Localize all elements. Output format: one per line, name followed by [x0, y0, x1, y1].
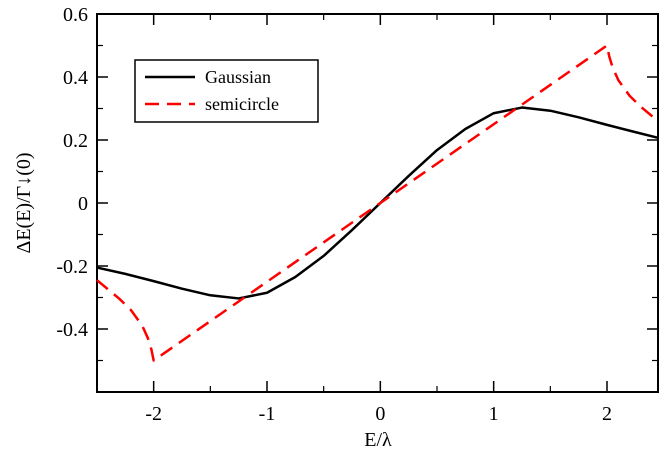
series-line-gaussian: [96, 106, 659, 300]
y-tick-label: 0.2: [63, 130, 88, 152]
y-tick-label: -0.4: [56, 319, 88, 341]
y-tick-label: 0.4: [63, 67, 88, 89]
legend: Gaussian semicircle: [134, 59, 319, 123]
x-tick-label: 1: [489, 403, 499, 425]
x-axis-title: E/λ: [364, 429, 392, 451]
legend-box: [134, 59, 319, 123]
y-tick-label: 0.6: [63, 4, 88, 26]
y-tick-label: -0.2: [56, 256, 88, 278]
legend-label-semicircle: semicircle: [205, 94, 279, 114]
axis-ticks: [96, 13, 658, 392]
legend-label-gaussian: Gaussian: [205, 67, 271, 87]
x-tick-label: -2: [145, 403, 162, 425]
y-axis-title: ΔE(E)/Γ↓(0): [13, 152, 35, 253]
x-tick-label: 2: [602, 403, 612, 425]
y-tick-label: 0: [78, 193, 88, 215]
x-tick-label: 0: [375, 403, 385, 425]
x-tick-label: -1: [259, 403, 276, 425]
axis-tick-labels: -2 -1 0 1 2 -0.4 -0.2 0 0.2 0.4 0.6: [56, 4, 612, 425]
series-line-semicircle: [96, 44, 659, 362]
series-group: [96, 44, 659, 362]
